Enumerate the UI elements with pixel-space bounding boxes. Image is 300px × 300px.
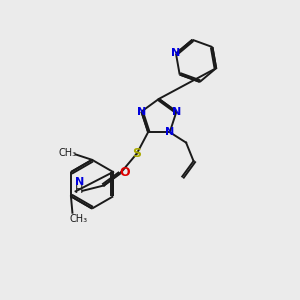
- Text: N: N: [165, 127, 174, 137]
- Text: H: H: [75, 185, 83, 195]
- Text: N: N: [172, 106, 181, 117]
- Text: O: O: [120, 166, 130, 179]
- Text: CH₃: CH₃: [70, 214, 88, 224]
- Text: CH₃: CH₃: [58, 148, 76, 158]
- Text: N: N: [171, 48, 181, 58]
- Text: S: S: [132, 147, 141, 160]
- Text: N: N: [137, 106, 146, 117]
- Text: N: N: [74, 177, 84, 187]
